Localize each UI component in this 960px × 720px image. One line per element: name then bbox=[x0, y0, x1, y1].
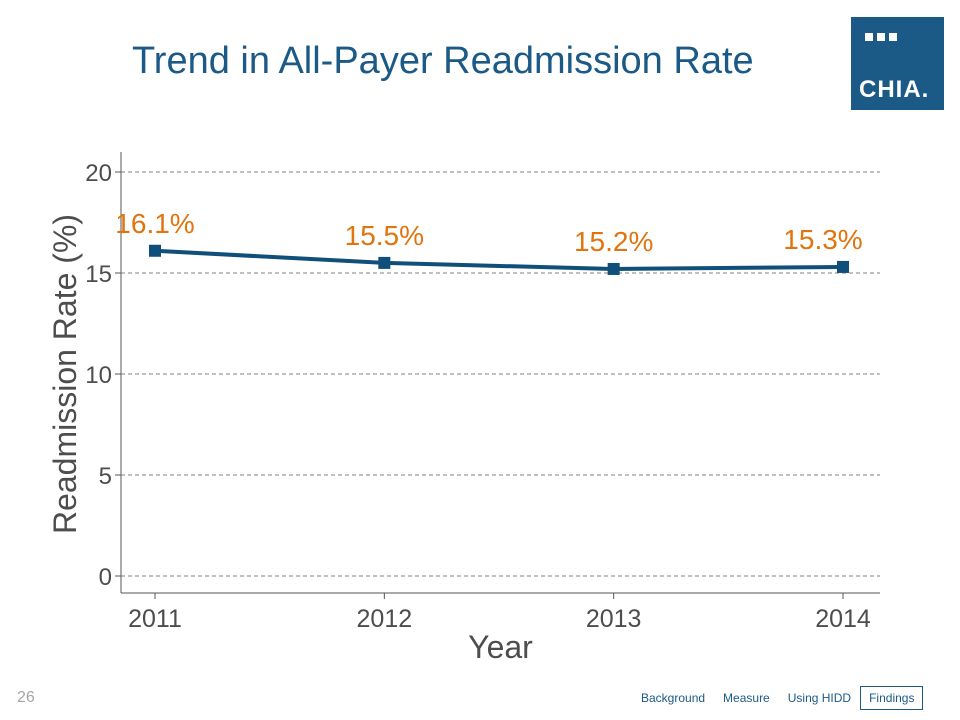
data-point bbox=[378, 256, 391, 269]
section-nav: Background Measure Using HIDD Findings bbox=[632, 685, 924, 711]
data-label: 15.2% bbox=[574, 226, 653, 257]
nav-findings[interactable]: Findings bbox=[860, 686, 924, 710]
x-tick-label: 2013 bbox=[586, 605, 642, 633]
page-number: 26 bbox=[17, 689, 35, 706]
x-tick-label: 2014 bbox=[815, 605, 871, 633]
y-tick-label: 15 bbox=[85, 261, 112, 288]
data-label: 15.3% bbox=[783, 224, 862, 255]
y-tick-label: 20 bbox=[85, 160, 112, 187]
page-title: Trend in All-Payer Readmission Rate bbox=[132, 40, 754, 82]
data-point bbox=[837, 260, 849, 273]
nav-background[interactable]: Background bbox=[641, 691, 706, 705]
x-tick-label: 2011 bbox=[128, 605, 182, 633]
data-point bbox=[607, 262, 620, 275]
y-axis-title: Readmission Rate (%) bbox=[47, 214, 83, 534]
nav-measure[interactable]: Measure bbox=[723, 691, 770, 705]
x-tick-label: 2012 bbox=[357, 605, 413, 633]
data-label: 15.5% bbox=[345, 220, 424, 251]
y-tick-label: 5 bbox=[99, 463, 112, 490]
chia-logo: CHIA. bbox=[851, 17, 944, 110]
y-tick-label: 0 bbox=[99, 564, 112, 591]
logo-dots-icon bbox=[865, 28, 901, 46]
y-tick-label: 10 bbox=[85, 362, 112, 389]
data-label: 16.1% bbox=[115, 208, 194, 239]
data-point bbox=[149, 244, 161, 257]
series-line bbox=[154, 248, 844, 271]
nav-using-hidd[interactable]: Using HIDD bbox=[787, 691, 852, 705]
logo-wordmark: CHIA. bbox=[859, 76, 930, 103]
x-axis-title: Year bbox=[468, 629, 533, 665]
